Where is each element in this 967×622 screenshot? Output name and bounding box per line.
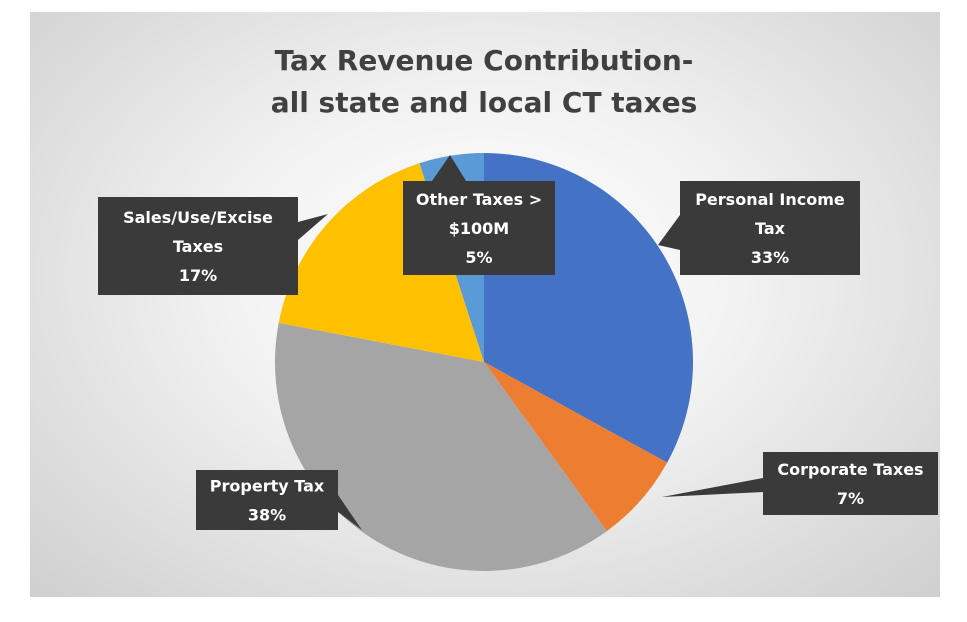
data-label-1: Corporate Taxes 7%: [662, 452, 938, 515]
data-label-value: 17%: [179, 266, 217, 285]
chart-title-line-2: all state and local CT taxes: [271, 86, 698, 119]
callout-pointer: [658, 215, 680, 250]
callout-box: [680, 181, 860, 275]
data-label-value: 5%: [465, 248, 492, 267]
data-label-text: Sales/Use/Excise: [123, 208, 273, 227]
data-label-value: 33%: [751, 248, 789, 267]
data-label-text: Personal Income: [695, 190, 845, 209]
pie-slice-1: [484, 362, 668, 532]
callout-pointer: [298, 214, 328, 240]
data-label-text: Corporate Taxes: [777, 460, 923, 479]
data-label-text: Tax: [755, 219, 786, 238]
data-label-4: Other Taxes > $100M 5%: [403, 155, 555, 275]
callout-pointer: [432, 155, 466, 181]
data-label-2: Property Tax 38%: [196, 470, 362, 530]
data-label-value: 38%: [248, 506, 286, 525]
callout-box: [763, 452, 938, 515]
callout-box: [98, 197, 298, 295]
data-label-value: 7%: [837, 489, 864, 508]
callout-pointer: [338, 495, 362, 530]
data-label-text: Other Taxes >: [416, 190, 542, 209]
callout-pointer: [662, 478, 763, 497]
pie-slice-2: [274, 322, 607, 571]
data-label-text: Taxes: [173, 237, 223, 256]
data-label-0: Personal Income Tax 33%: [658, 181, 860, 275]
data-label-text: $100M: [449, 219, 509, 238]
chart-title-line-1: Tax Revenue Contribution-: [275, 44, 694, 77]
data-label-text: Property Tax: [210, 477, 325, 496]
callout-box: [196, 470, 338, 530]
callout-box: [403, 181, 555, 275]
data-label-3: Sales/Use/Excise Taxes 17%: [98, 197, 328, 295]
